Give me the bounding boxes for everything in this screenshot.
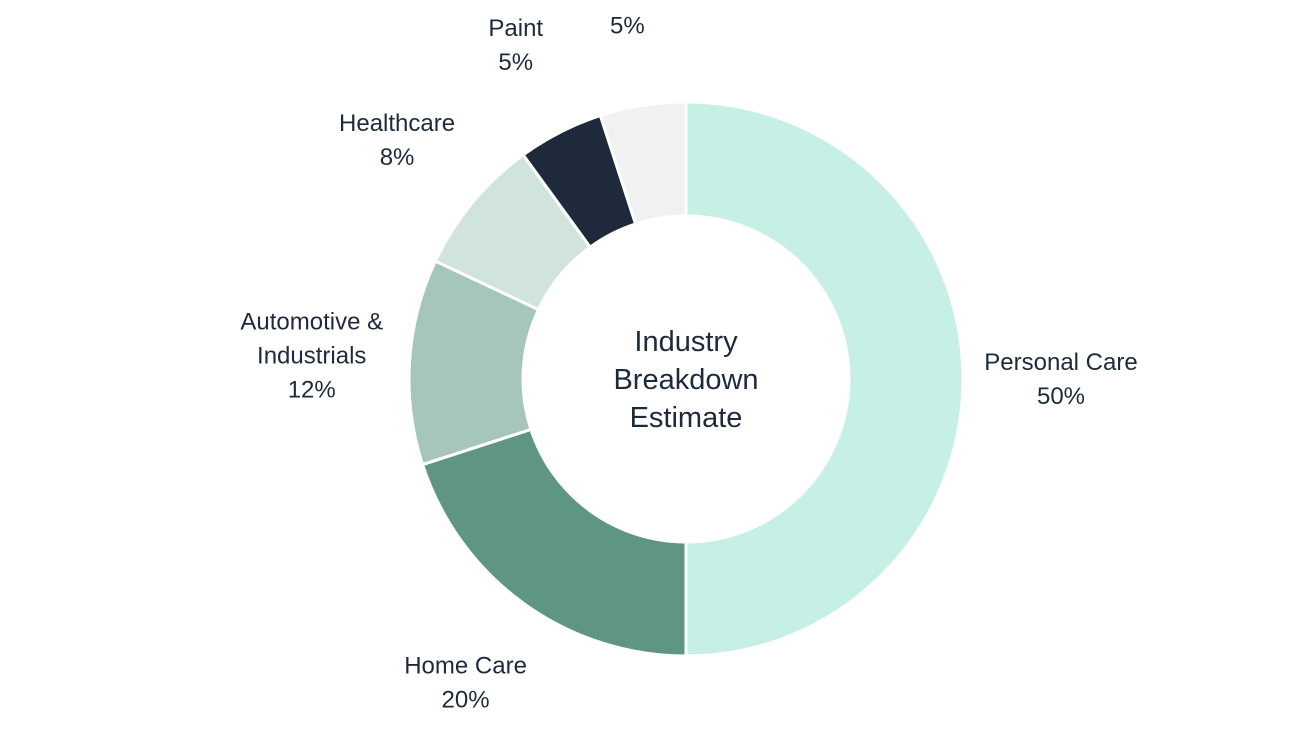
slice-category-label: Industrials	[257, 342, 366, 369]
data-label-personal-care: Personal Care 50%	[984, 349, 1137, 410]
slices-layer	[407, 100, 965, 658]
slice-category-label: Paint	[488, 15, 543, 42]
chart-title: Industry Breakdown Estimate	[613, 326, 758, 434]
slice-value-label: 5%	[498, 49, 533, 76]
slice-home-care	[420, 427, 688, 658]
chart-title-line: Estimate	[630, 402, 743, 434]
slice-value-label: 50%	[1037, 383, 1085, 410]
slice-category-label: Healthcare	[339, 110, 455, 137]
chart-title-line: Breakdown	[613, 364, 758, 396]
data-label-other: Other 5%	[597, 0, 657, 40]
data-label-automotive-and-industrials: Automotive & Industrials 12%	[240, 308, 383, 403]
slice-value-label: 12%	[288, 376, 336, 403]
data-label-paint: Paint 5%	[488, 15, 543, 76]
data-label-home-care: Home Care 20%	[404, 652, 527, 713]
chart-title-line: Industry	[634, 326, 738, 358]
slice-personal-care	[684, 100, 965, 658]
slice-value-label: 20%	[442, 686, 490, 713]
slice-value-label: 5%	[610, 13, 645, 40]
slice-other	[598, 100, 688, 226]
slice-category-label: Automotive &	[240, 308, 383, 335]
slice-category-label: Personal Care	[984, 349, 1137, 376]
labels-layer: Personal Care 50% Home Care 20% Automotive &…	[240, 0, 1137, 713]
slice-category-label: Other	[597, 0, 657, 6]
data-label-healthcare: Healthcare 8%	[339, 110, 455, 171]
slice-category-label: Home Care	[404, 652, 527, 679]
slice-value-label: 8%	[380, 144, 415, 171]
